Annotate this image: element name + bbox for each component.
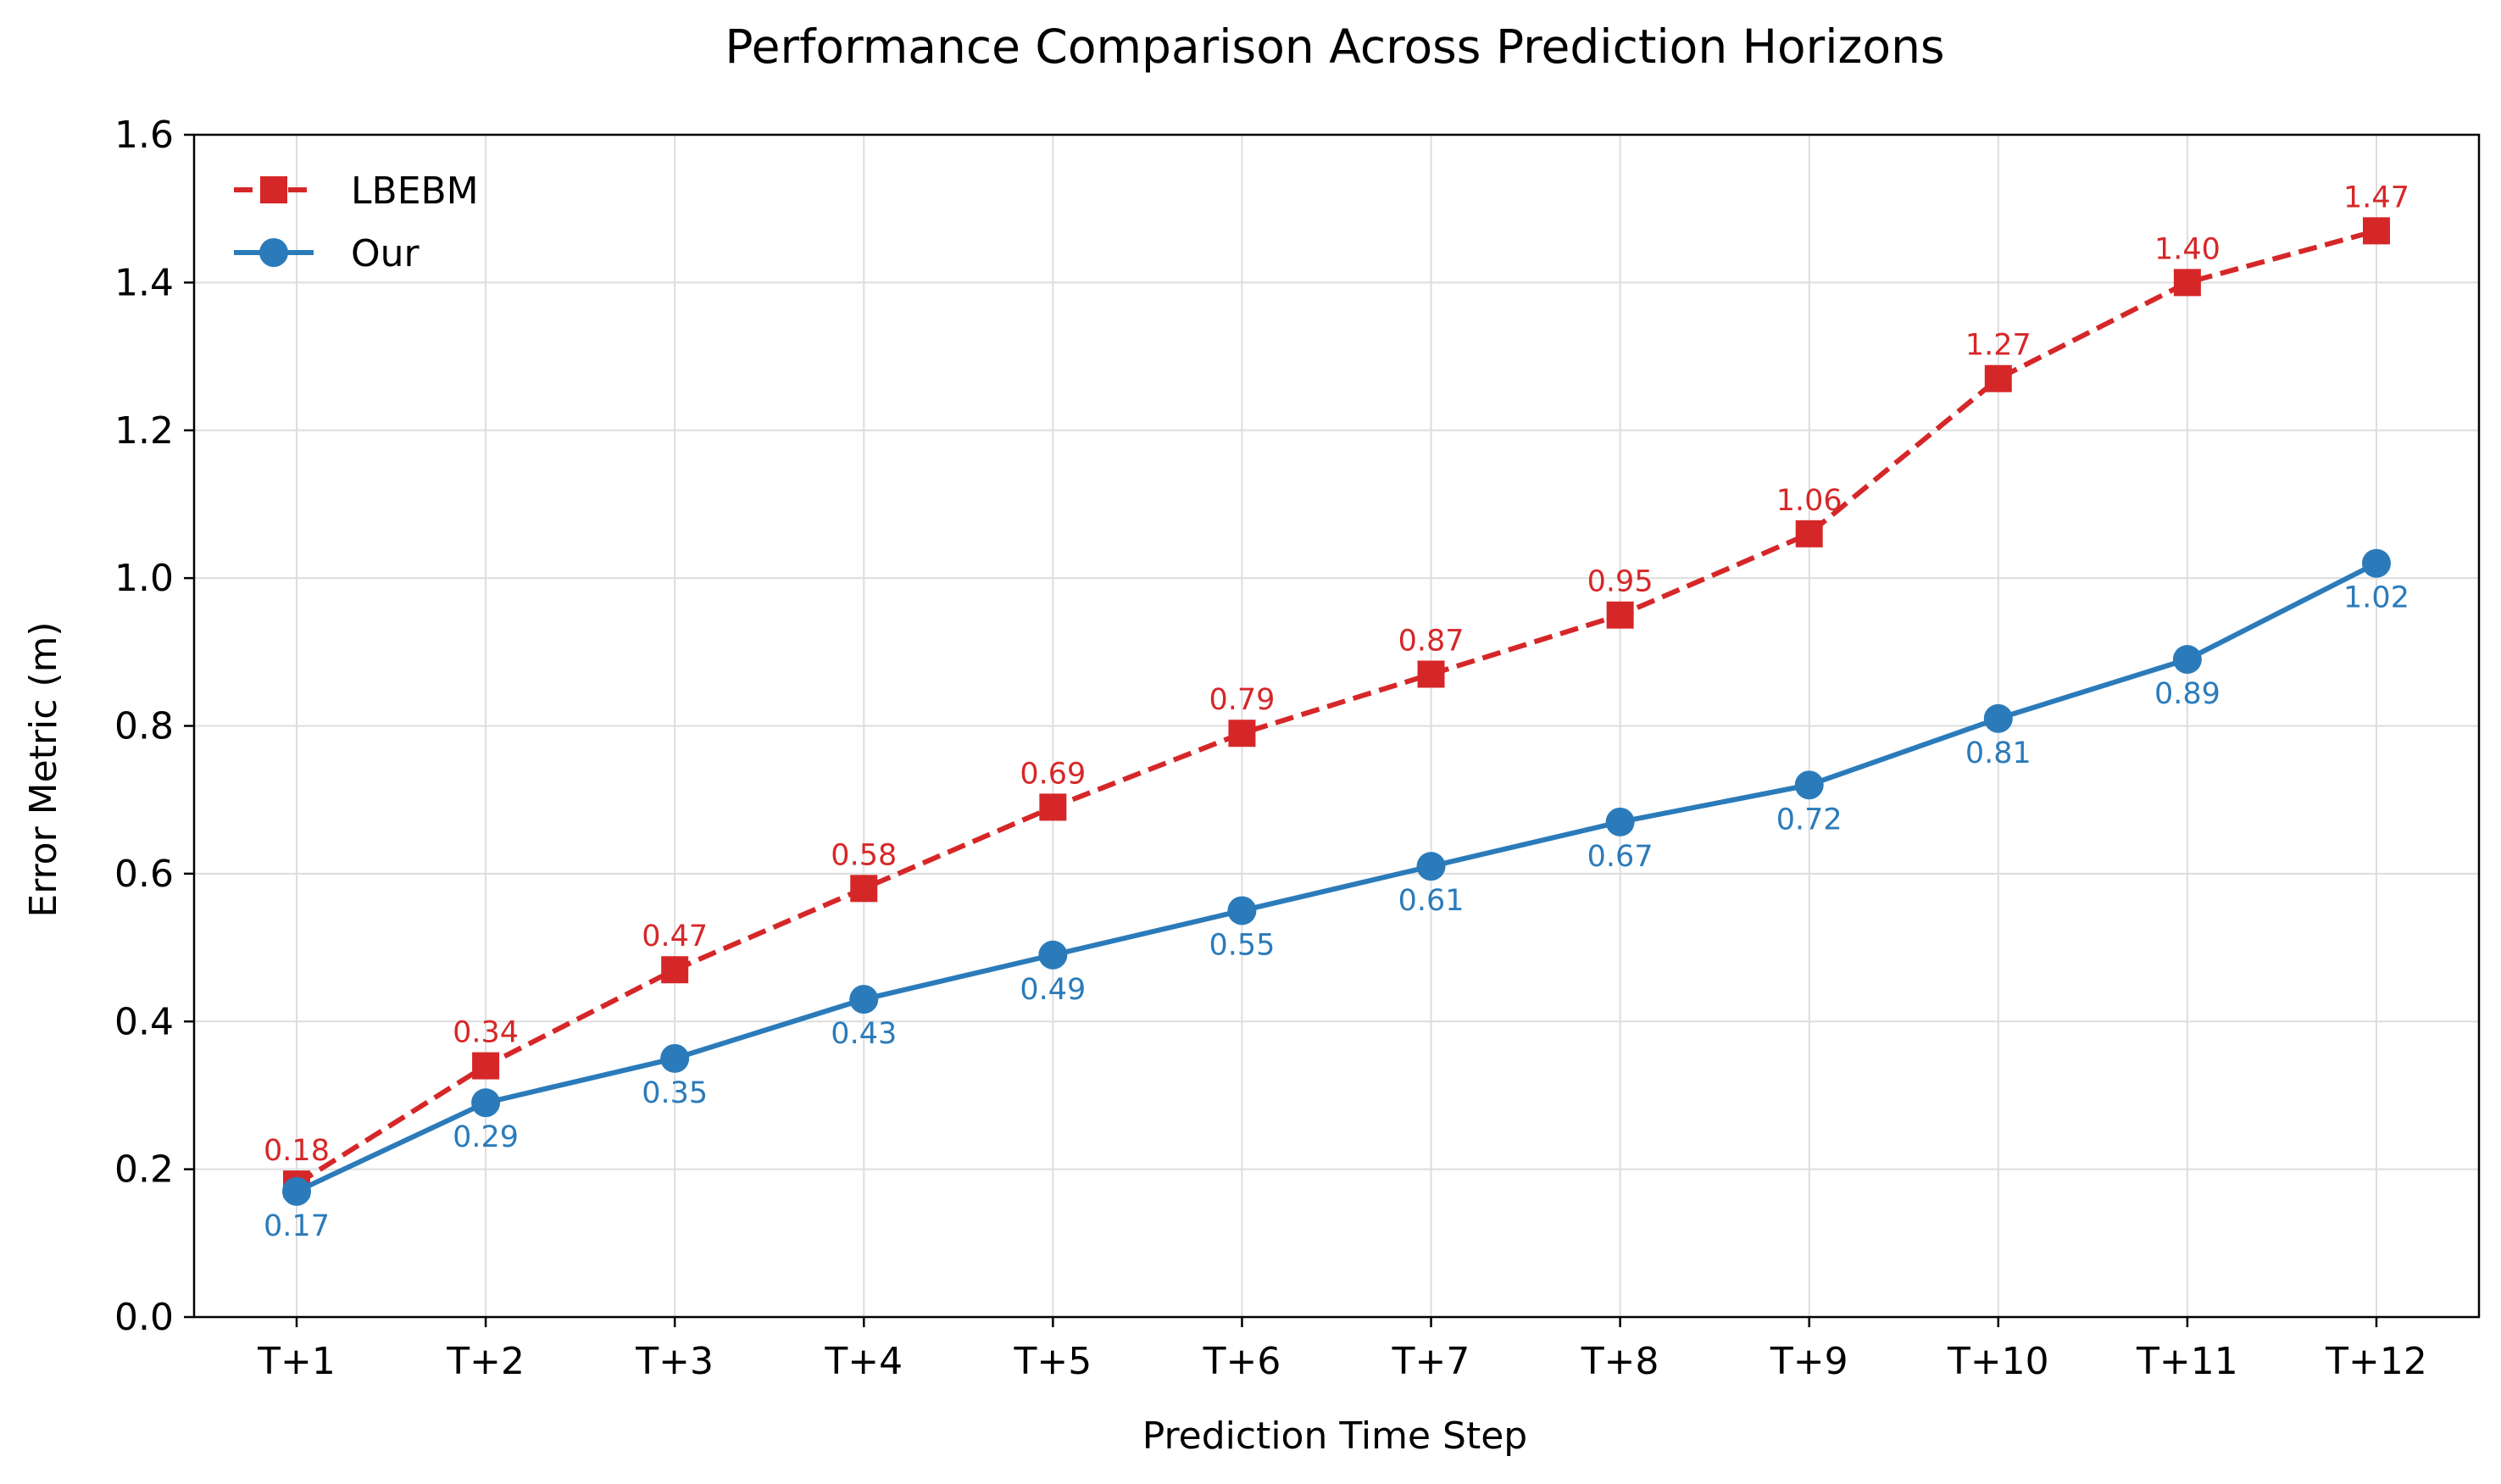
- lbebm-data-label: 0.69: [1020, 757, 1086, 791]
- x-tick-label: T+2: [446, 1340, 525, 1383]
- y-tick-label: 0.0: [114, 1296, 174, 1339]
- lbebm-data-label: 1.47: [2343, 181, 2409, 214]
- x-axis-title: Prediction Time Step: [1142, 1415, 1527, 1458]
- our-data-label: 0.29: [453, 1120, 519, 1154]
- lbebm-data-label: 0.58: [831, 838, 897, 872]
- lbebm-data-label: 1.27: [1965, 329, 2031, 363]
- y-tick-label: 0.8: [114, 705, 174, 748]
- lbebm-data-label: 0.34: [453, 1016, 519, 1050]
- x-tick-label: T+8: [1581, 1340, 1659, 1383]
- our-data-label: 0.72: [1776, 803, 1842, 836]
- x-tick-label: T+1: [257, 1340, 336, 1383]
- y-tick-label: 0.4: [114, 1000, 174, 1043]
- our-data-label: 0.43: [831, 1017, 897, 1051]
- y-tick-label: 0.6: [114, 853, 174, 896]
- lbebm-point: [2173, 269, 2201, 297]
- lbebm-data-label: 0.18: [264, 1134, 330, 1168]
- x-tick-label: T+3: [635, 1340, 714, 1383]
- lbebm-data-label: 1.40: [2154, 232, 2220, 266]
- our-data-label: 0.89: [2154, 677, 2220, 711]
- our-point: [1227, 896, 1257, 925]
- our-point: [471, 1088, 501, 1118]
- y-tick-label: 1.6: [114, 114, 174, 157]
- our-point: [1038, 940, 1068, 970]
- our-data-label: 0.17: [264, 1209, 330, 1243]
- lbebm-data-label: 1.06: [1776, 484, 1842, 518]
- legend-marker-our: [259, 238, 288, 267]
- legend-label-our: Our: [351, 232, 420, 275]
- our-series-line: [295, 561, 2378, 1194]
- x-tick-label: T+10: [1947, 1340, 2049, 1383]
- our-data-label: 0.35: [642, 1076, 708, 1110]
- series-layer: 0.18 0.34 0.47 0.58 0.69 0.79 0.87 0.95 1.06 1.27…: [264, 181, 2409, 1242]
- y-tick-label: 0.2: [114, 1148, 174, 1192]
- x-tick-label: T+7: [1392, 1340, 1470, 1383]
- legend: LBEBM Our: [234, 170, 479, 275]
- lbebm-point: [1795, 520, 1823, 547]
- lbebm-point: [1984, 364, 2012, 392]
- our-data-label: 1.02: [2343, 581, 2409, 615]
- our-point: [1605, 807, 1635, 836]
- x-tick-label: T+12: [2325, 1340, 2427, 1383]
- our-point: [1794, 770, 1824, 800]
- our-point: [282, 1176, 311, 1206]
- x-tick-label: T+11: [2136, 1340, 2238, 1383]
- y-tick-label: 1.4: [114, 261, 174, 304]
- lbebm-point: [472, 1052, 500, 1080]
- lbebm-point: [1039, 793, 1067, 821]
- legend-label-lbebm: LBEBM: [351, 170, 479, 213]
- lbebm-data-label: 0.79: [1209, 683, 1275, 717]
- our-data-label: 0.49: [1020, 973, 1086, 1007]
- lbebm-point: [661, 956, 689, 984]
- lbebm-point: [1606, 601, 1634, 629]
- y-tick-label: 1.2: [114, 409, 174, 453]
- y-axis-title: Error Metric (m): [22, 621, 65, 917]
- lbebm-data-label: 0.47: [642, 920, 708, 953]
- our-point: [2172, 645, 2202, 675]
- our-point: [1416, 852, 1446, 881]
- our-point: [1983, 703, 2013, 733]
- legend-marker-lbebm: [260, 176, 287, 203]
- our-data-label: 0.67: [1587, 840, 1653, 874]
- our-point: [660, 1043, 690, 1073]
- our-data-label: 0.81: [1965, 736, 2031, 770]
- lbebm-data-label: 0.95: [1587, 565, 1653, 599]
- our-point: [2362, 548, 2391, 578]
- our-data-label: 0.61: [1398, 884, 1464, 918]
- lbebm-point: [1228, 720, 1256, 748]
- lbebm-point: [850, 875, 878, 903]
- lbebm-data-label: 0.87: [1398, 624, 1464, 658]
- chart-title: Performance Comparison Across Prediction…: [725, 19, 1944, 74]
- lbebm-series-line: [295, 228, 2377, 1187]
- y-tick-label: 1.0: [114, 557, 174, 600]
- x-tick-label: T+4: [824, 1340, 903, 1383]
- x-tick-label: T+9: [1770, 1340, 1848, 1383]
- x-tick-label: T+6: [1203, 1340, 1281, 1383]
- x-tick-label: T+5: [1013, 1340, 1092, 1383]
- our-data-label: 0.55: [1209, 928, 1275, 962]
- lbebm-point: [1417, 660, 1445, 688]
- our-point: [849, 985, 879, 1014]
- lbebm-point: [2363, 217, 2390, 245]
- axes: T+1 T+2 T+3 T+4 T+5 T+6 T+7 T+8 T+9 T+10 T+11 T+12 0…: [114, 114, 2427, 1383]
